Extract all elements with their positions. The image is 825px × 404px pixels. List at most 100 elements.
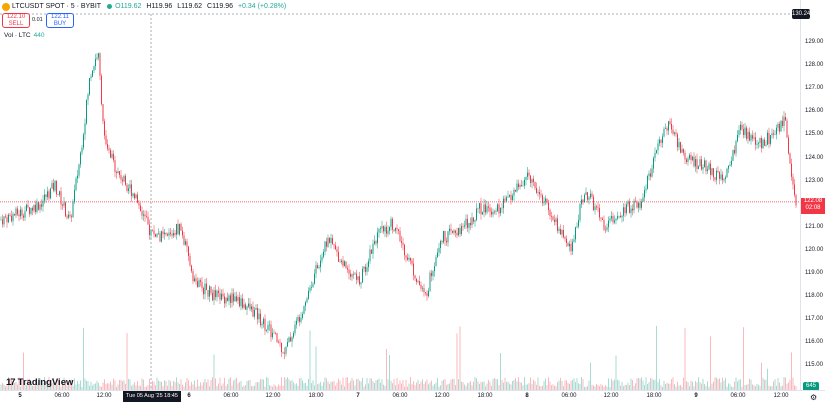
volume-bar — [644, 384, 645, 390]
volume-bar — [567, 382, 569, 390]
chart-header: LTCUSDT SPOT · 5 · BYBIT O119.62 H119.96… — [0, 0, 286, 13]
price-tick-label: 126.00 — [805, 108, 824, 115]
volume-bar — [425, 381, 426, 390]
candle-body — [104, 121, 105, 136]
volume-bar — [285, 378, 287, 390]
candle-body — [80, 152, 81, 165]
candle-body — [503, 198, 504, 209]
candle-body — [606, 227, 608, 230]
time-tick-label: 12:00 — [434, 393, 450, 399]
volume-bar — [102, 382, 104, 390]
candle-body — [81, 147, 83, 153]
candle-body — [264, 318, 266, 331]
volume-bar — [401, 383, 402, 390]
volume-bar — [45, 381, 47, 390]
volume-bar — [17, 384, 18, 390]
volume-bar — [240, 381, 242, 390]
volume-bar — [717, 379, 719, 390]
candle-body — [287, 341, 288, 347]
volume-bar — [257, 382, 258, 390]
candle-body — [356, 273, 357, 280]
volume-bar — [702, 378, 704, 390]
candle-body — [567, 243, 569, 247]
volume-bar — [359, 380, 360, 390]
candle-body — [446, 240, 447, 243]
candle-body — [260, 313, 261, 326]
price-chart[interactable] — [0, 0, 800, 390]
candle-body — [635, 200, 636, 202]
volume-bar — [377, 379, 378, 390]
candle-body — [546, 198, 548, 203]
volume-bar — [737, 381, 738, 390]
volume-bar — [354, 385, 356, 390]
candle-body — [5, 216, 6, 218]
candle-body — [126, 184, 128, 191]
candle-body — [509, 194, 510, 197]
volume-bar — [227, 384, 228, 390]
candle-body — [489, 207, 491, 212]
volume-bar — [230, 377, 231, 390]
chart-area[interactable] — [0, 0, 800, 390]
price-tick-label: 117.00 — [805, 316, 823, 323]
volume-bar — [668, 383, 669, 390]
candle-body — [698, 166, 699, 169]
candle-body — [438, 247, 440, 253]
candle-body — [195, 278, 197, 282]
volume-bar — [662, 386, 663, 390]
volume-bar — [726, 386, 728, 390]
time-axis[interactable] — [0, 390, 825, 404]
candle-body — [654, 152, 656, 158]
volume-bar — [603, 386, 605, 390]
candle-body — [41, 204, 42, 207]
candle-body — [488, 206, 489, 208]
volume-bar — [638, 377, 639, 390]
candle-body — [180, 223, 182, 231]
candle-body — [702, 166, 704, 170]
volume-value: 440 — [33, 32, 45, 39]
candle-body — [269, 324, 270, 326]
candle-body — [687, 158, 689, 163]
ohlc-values: O119.62 H119.96 L119.62 C119.96 +0.34 (+… — [115, 3, 286, 10]
volume-bar — [606, 386, 608, 390]
volume-bar — [53, 377, 54, 390]
settings-gear-icon[interactable]: ⚙ — [810, 393, 818, 402]
volume-bar — [321, 385, 323, 390]
price-axis[interactable] — [800, 0, 825, 390]
volume-bar — [216, 385, 218, 390]
volume-bar — [35, 379, 36, 390]
volume-bar — [210, 380, 212, 390]
candle-body — [336, 249, 338, 252]
candle-body — [266, 329, 267, 331]
candle-body — [642, 197, 644, 202]
volume-bar — [246, 381, 248, 390]
candle-body — [365, 266, 366, 272]
candle-body — [24, 211, 26, 218]
volume-bar — [159, 381, 161, 390]
volume-bar — [164, 380, 165, 390]
buy-button[interactable]: 122.11 BUY — [46, 13, 74, 28]
volume-bar — [57, 379, 59, 390]
candle-body — [270, 324, 272, 338]
candle-body — [467, 218, 468, 228]
candle-body — [405, 255, 407, 258]
volume-bar — [134, 382, 135, 390]
volume-bar — [776, 385, 777, 390]
symbol-title[interactable]: LTCUSDT SPOT · 5 · BYBIT — [12, 3, 102, 10]
candle-body — [380, 228, 381, 229]
volume-bar — [557, 382, 558, 390]
candle-body — [522, 185, 524, 187]
volume-bar — [641, 377, 642, 390]
volume-bar — [537, 377, 539, 390]
volume-bar — [126, 333, 128, 390]
candle-body — [587, 192, 588, 200]
candle-body — [383, 226, 384, 232]
candle-body — [644, 190, 645, 198]
tradingview-logo[interactable]: 17 TradingView — [6, 377, 73, 388]
volume-bar — [759, 386, 761, 390]
candle-body — [723, 179, 725, 181]
candle-body — [227, 297, 228, 301]
volume-indicator-label[interactable]: Vol · LTC 440 — [4, 32, 44, 39]
volume-bar — [95, 383, 96, 390]
sell-button[interactable]: 122.10 SELL — [2, 13, 30, 28]
candle-body — [657, 143, 659, 151]
